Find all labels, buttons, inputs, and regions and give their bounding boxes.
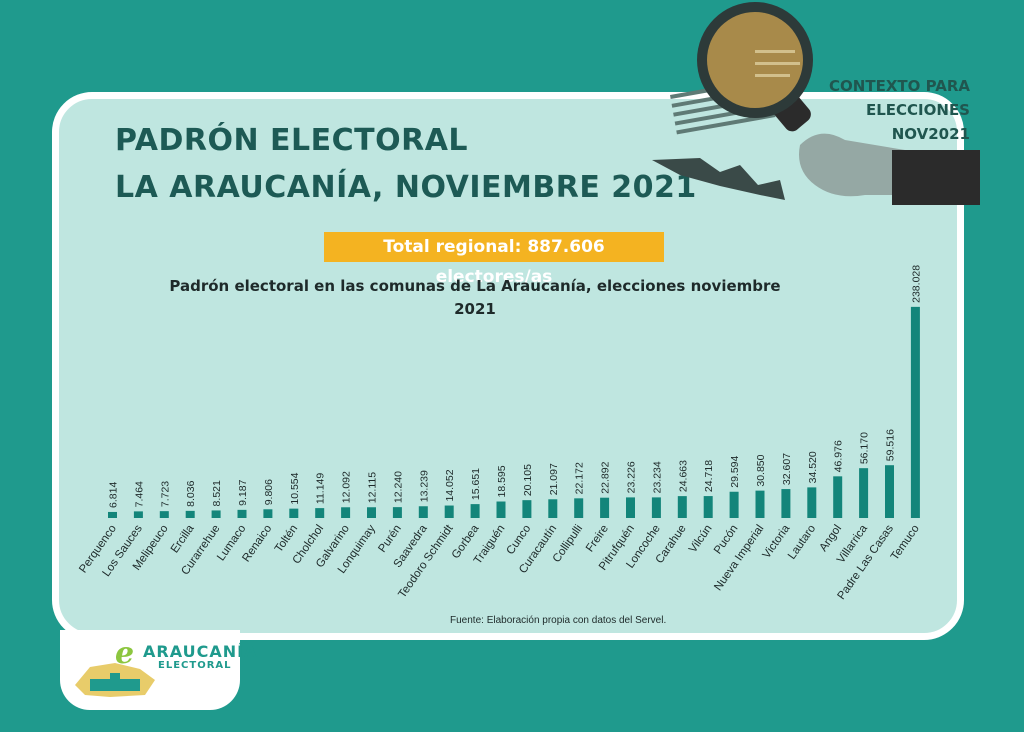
- bar-carahue: [677, 496, 687, 518]
- bar-lautaro: [807, 487, 817, 518]
- data-label: 30.850: [755, 454, 767, 486]
- bar-collipulli: [574, 498, 584, 518]
- data-label: 29.594: [729, 455, 741, 487]
- magnifier-illustration-icon: [652, 2, 980, 205]
- bar-padre-las-casas: [885, 465, 894, 518]
- chart-title: Padrón electoral en las comunas de La Ar…: [169, 277, 781, 318]
- bar-galvarino: [341, 507, 351, 518]
- category-label: Nueva Imperial: [712, 523, 766, 593]
- data-label: 14.052: [444, 469, 456, 501]
- page-title-line1: PADRÓN ELECTORAL: [115, 123, 469, 158]
- data-label: 11.149: [315, 473, 327, 504]
- data-label: 24.663: [677, 460, 689, 492]
- logo-subtitle: ELECTORAL: [158, 660, 232, 671]
- data-label: 46.976: [833, 440, 845, 472]
- data-label: 8.036: [185, 480, 197, 506]
- data-label: 238.028: [910, 265, 922, 303]
- bar-traiguén: [496, 501, 506, 518]
- bar-villarrica: [859, 468, 869, 518]
- bar-pucón: [729, 491, 739, 518]
- data-label: 21.097: [548, 463, 560, 495]
- data-label: 59.516: [885, 429, 897, 461]
- bar-toltén: [289, 508, 299, 518]
- bar-melipeuco: [159, 511, 169, 518]
- bar-loncoche: [651, 497, 661, 518]
- page-title-line2: LA ARAUCANÍA, NOVIEMBRE 2021: [115, 170, 697, 205]
- bar-nueva-imperial: [755, 490, 765, 518]
- data-label: 10.554: [289, 472, 301, 504]
- data-label: 7.464: [133, 481, 145, 507]
- data-label: 23.226: [626, 461, 638, 493]
- bar-pitrufquén: [626, 497, 635, 518]
- data-label: 9.187: [237, 479, 249, 505]
- data-label: 56.170: [859, 432, 871, 464]
- bar-lonquimay: [367, 507, 376, 518]
- bar-los-sauces: [133, 511, 143, 518]
- bar-renaico: [263, 509, 273, 518]
- data-label: 15.651: [470, 468, 482, 500]
- data-label: 9.806: [263, 479, 275, 505]
- category-label: Lautaro: [786, 523, 818, 562]
- data-label: 8.521: [211, 480, 223, 506]
- data-label: 12.092: [341, 471, 353, 503]
- bar-temuco: [910, 306, 920, 518]
- bar-ercilla: [185, 510, 195, 518]
- bar-lumaco: [237, 509, 247, 518]
- bar-saavedra: [418, 506, 428, 518]
- bar-freire: [600, 497, 610, 518]
- category-label: Freire: [584, 523, 611, 554]
- data-label: 32.607: [781, 453, 793, 485]
- bar-perquenco: [108, 511, 117, 518]
- data-label: 23.234: [651, 461, 663, 493]
- data-label: 34.520: [807, 451, 819, 483]
- bar-teodoro-schmidt: [444, 505, 454, 518]
- bar-angol: [833, 476, 843, 518]
- bar-victoria: [781, 489, 791, 518]
- data-label: 12.115: [367, 472, 379, 503]
- bar-purén: [392, 507, 402, 518]
- category-label: Vilcún: [687, 523, 715, 555]
- bar-cholchol: [315, 508, 325, 518]
- data-label: 13.239: [418, 470, 430, 502]
- context-label: CONTEXTO PARA ELECCIONES NOV2021: [829, 77, 970, 143]
- bar-curacautín: [548, 499, 558, 518]
- bar-gorbea: [470, 504, 480, 518]
- chart-card: [52, 92, 964, 640]
- data-label: 20.105: [522, 464, 534, 496]
- data-label: 22.172: [574, 462, 586, 494]
- category-label: Angol: [817, 523, 844, 554]
- source-note: Fuente: Elaboración propia con datos del…: [450, 615, 667, 626]
- logo-e-icon: e: [115, 636, 135, 671]
- region-map-icon: [75, 663, 155, 697]
- bar-vilcún: [703, 496, 713, 518]
- total-badge: Total regional: 887.606 electores/as: [324, 232, 664, 287]
- bar-curarrehue: [211, 510, 221, 518]
- data-label: 18.595: [496, 465, 508, 497]
- data-label: 12.240: [392, 471, 404, 503]
- bar-cunco: [522, 500, 532, 518]
- data-label: 24.718: [703, 460, 715, 492]
- logo-name: ARAUCANÍA: [143, 642, 258, 661]
- data-label: 6.814: [108, 482, 120, 508]
- data-label: 7.723: [159, 481, 171, 507]
- data-label: 22.892: [600, 461, 612, 493]
